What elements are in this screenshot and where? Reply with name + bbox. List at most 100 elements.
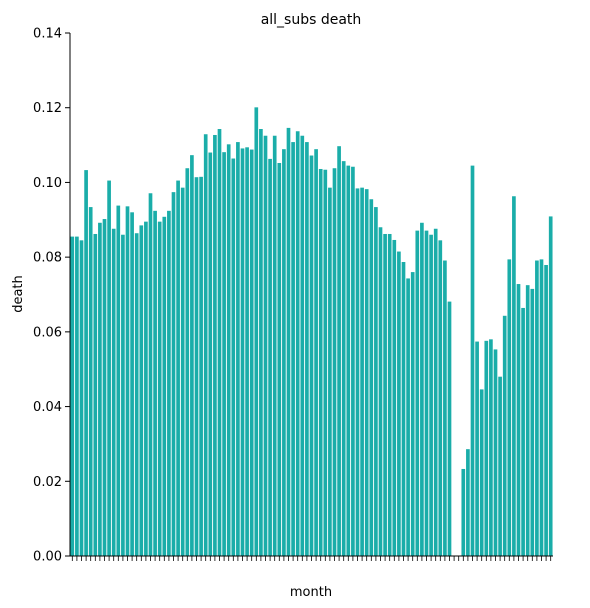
bar xyxy=(157,221,162,556)
bar xyxy=(116,205,121,556)
bar xyxy=(240,148,245,556)
bar xyxy=(259,129,263,556)
bar xyxy=(277,163,282,556)
bar xyxy=(401,262,406,556)
bar xyxy=(130,212,134,556)
bar xyxy=(410,272,415,556)
bar xyxy=(272,135,277,557)
bar xyxy=(337,146,341,556)
bar xyxy=(107,180,111,556)
bar xyxy=(194,177,199,556)
y-tick-label: 0.14 xyxy=(33,27,62,42)
bar xyxy=(245,147,249,556)
bar xyxy=(378,227,383,556)
bar xyxy=(351,166,355,557)
bar xyxy=(544,264,548,556)
bar xyxy=(525,285,530,556)
chart-title: all_subs death xyxy=(261,12,362,28)
bar xyxy=(102,219,107,557)
bar xyxy=(213,134,217,557)
bar xyxy=(254,107,259,556)
bar xyxy=(470,165,475,556)
bar xyxy=(268,158,272,556)
bar xyxy=(397,251,401,557)
bar xyxy=(512,196,516,556)
bar xyxy=(424,230,429,556)
bar xyxy=(332,168,337,557)
bar xyxy=(263,135,268,557)
bar xyxy=(461,468,466,556)
bar xyxy=(516,284,521,556)
bar xyxy=(438,240,443,556)
bar xyxy=(341,161,346,556)
bar xyxy=(176,180,180,556)
bar xyxy=(98,222,102,556)
bar xyxy=(134,233,139,557)
bar xyxy=(75,236,79,556)
bar xyxy=(236,142,240,556)
bar xyxy=(355,188,360,556)
y-ticks-group: 0.00 0.02 0.04 0.06 0.08 0.10 0.12 0.14 xyxy=(33,27,70,565)
y-tick-label: 0.02 xyxy=(33,475,62,490)
bar xyxy=(70,236,75,556)
bar xyxy=(443,260,447,556)
bar xyxy=(167,210,171,556)
y-tick-label: 0.08 xyxy=(33,251,62,266)
bar xyxy=(521,307,525,556)
bar xyxy=(291,142,295,556)
bar xyxy=(222,152,226,557)
bar xyxy=(364,189,369,556)
bar xyxy=(493,349,498,556)
bar xyxy=(88,207,93,556)
bar xyxy=(249,149,254,557)
bar xyxy=(447,301,452,556)
bar xyxy=(93,233,98,557)
bar xyxy=(360,187,364,556)
bar xyxy=(111,228,116,556)
bar xyxy=(502,315,507,556)
bar xyxy=(309,155,314,556)
bar xyxy=(392,239,397,556)
bar xyxy=(185,168,190,557)
bar xyxy=(314,149,318,556)
y-axis-label: death xyxy=(11,275,26,313)
bar xyxy=(548,216,553,557)
bar xyxy=(282,149,286,556)
y-tick-label: 0.10 xyxy=(33,176,62,191)
bar xyxy=(429,234,433,557)
bar xyxy=(374,207,378,556)
bar xyxy=(318,168,323,557)
bar xyxy=(539,259,544,556)
y-tick-label: 0.12 xyxy=(33,101,62,116)
bar xyxy=(475,341,479,556)
bar xyxy=(295,131,300,556)
y-tick-label: 0.04 xyxy=(33,400,62,415)
x-ticks-group xyxy=(71,556,552,561)
bar xyxy=(484,340,489,556)
y-tick-label: 0.00 xyxy=(33,550,62,565)
bar xyxy=(406,278,410,556)
bar xyxy=(286,127,291,556)
x-axis-label: month xyxy=(290,585,332,600)
bar xyxy=(226,144,231,556)
bar xyxy=(328,187,332,556)
bar xyxy=(171,192,176,556)
bar xyxy=(231,158,236,556)
bar xyxy=(139,225,144,556)
bar xyxy=(346,165,351,556)
bar xyxy=(84,170,88,556)
bar xyxy=(79,240,84,556)
bar xyxy=(535,260,539,556)
bar xyxy=(507,259,512,556)
bar xyxy=(121,234,125,557)
bar xyxy=(162,216,167,557)
bar xyxy=(190,155,194,556)
bar xyxy=(148,193,153,556)
bar xyxy=(383,233,387,557)
bar xyxy=(489,339,493,556)
bar xyxy=(305,142,309,556)
bar xyxy=(203,134,208,557)
bar xyxy=(466,449,470,556)
bars-group xyxy=(70,107,553,557)
